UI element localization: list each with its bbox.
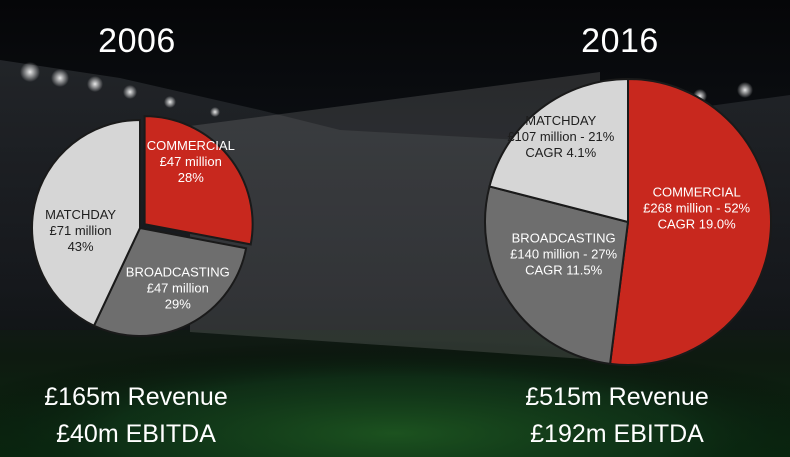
growth-connector [190, 72, 600, 360]
revenue-2006: £165m Revenue [44, 383, 228, 411]
slice-label-matchday-2016: MATCHDAY £107 million - 21% CAGR 4.1% [507, 113, 614, 160]
slice-broadcasting-2016 [484, 185, 630, 365]
pie-chart-2006: COMMERCIAL £47 million 28% BROADCASTING £47 … [31, 115, 254, 337]
chart-title-2016: 2016 [581, 22, 659, 60]
slice-label-broadcasting-2006: BROADCASTING £47 million 29% [126, 264, 230, 311]
ebitda-2016: £192m EBITDA [530, 420, 704, 448]
slice-commercial-2016 [608, 77, 772, 366]
slice-label-broadcasting-2016: BROADCASTING £140 million - 27% CAGR 11.5% [510, 230, 617, 277]
slice-commercial-2006 [143, 115, 254, 246]
revenue-2016: £515m Revenue [525, 383, 709, 411]
chart-title-2006: 2006 [98, 22, 176, 60]
pie-chart-2016: COMMERCIAL £268 million - 52% CAGR 19.0% BR… [484, 77, 772, 366]
slice-label-commercial-2016: COMMERCIAL £268 million - 52% CAGR 19.0% [643, 185, 750, 232]
ebitda-2006: £40m EBITDA [56, 420, 216, 448]
slice-matchday-2006 [31, 118, 141, 328]
slice-label-matchday-2006: MATCHDAY £71 million 43% [45, 207, 116, 254]
slice-broadcasting-2006 [92, 226, 248, 337]
slice-matchday-2016 [488, 77, 629, 224]
slice-label-commercial-2006: COMMERCIAL £47 million 28% [147, 138, 235, 185]
floodlights [20, 62, 753, 117]
